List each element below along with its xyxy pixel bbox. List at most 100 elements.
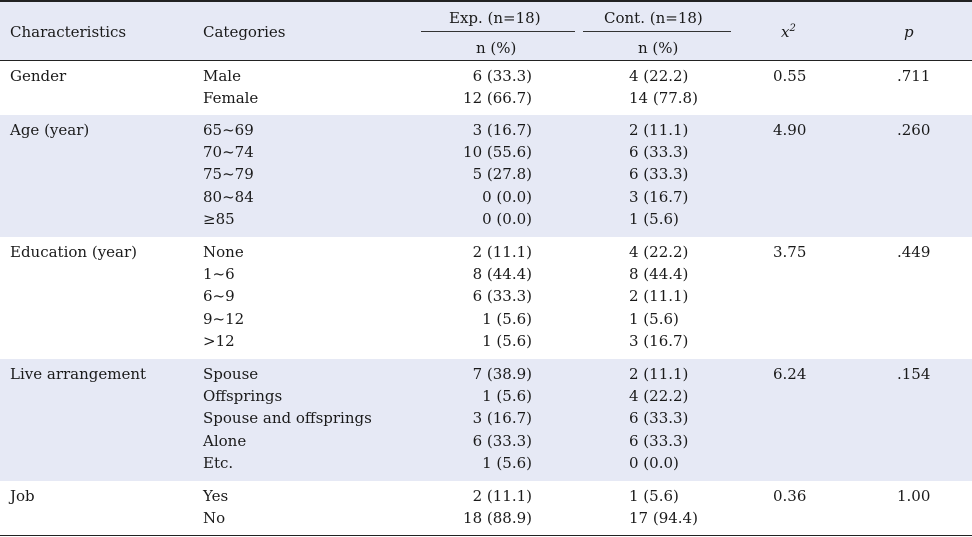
chi-square-value: 0.55	[773, 67, 807, 85]
exp-value: 1 (5.6)	[482, 309, 532, 328]
exp-value: 3 (16.7)	[472, 409, 532, 428]
chi-square-value: 6.24	[773, 365, 807, 383]
header-cont-group: Cont. (n=18)	[604, 9, 703, 27]
category-label: 75~79	[203, 165, 254, 184]
category-column: Spouse Offsprings Spouse and offsprings Alo…	[203, 363, 372, 474]
table-group: Education (year) 3.75 .449 None 1~6 6~9 9~12 >1…	[0, 237, 972, 359]
header-characteristics: Characteristics	[10, 23, 127, 41]
characteristic-label: Job	[10, 487, 35, 505]
category-label: Alone	[203, 431, 247, 450]
table-header: Characteristics Categories Exp. (n=18) C…	[0, 0, 972, 61]
category-label: Spouse and offsprings	[203, 409, 372, 428]
table-group: Age (year) 4.90 .260 65~69 70~74 75~79 80~84 ≥8…	[0, 115, 972, 237]
category-column: Yes No	[203, 485, 228, 529]
cont-value: 1 (5.6)	[629, 487, 679, 505]
exp-value: 0 (0.0)	[482, 209, 532, 228]
category-label: None	[203, 243, 244, 261]
characteristic-label: Live arrangement	[10, 365, 147, 383]
category-column: None 1~6 6~9 9~12 >12	[203, 241, 244, 352]
table-group: Live arrangement 6.24 .154 Spouse Offsprings…	[0, 359, 972, 481]
cont-value: 2 (11.1)	[629, 121, 689, 139]
cont-value: 4 (22.2)	[629, 243, 689, 261]
p-value: .154	[897, 365, 931, 383]
header-cont-n-percent: n (%)	[638, 39, 679, 57]
characteristic-label: Age (year)	[10, 121, 90, 139]
cont-value: 2 (11.1)	[629, 287, 689, 306]
cont-value: 6 (33.3)	[629, 165, 689, 184]
category-column: Male Female	[203, 65, 258, 109]
cont-subheader-rule	[583, 31, 731, 32]
exp-value: 5 (27.8)	[472, 165, 532, 184]
category-label: Etc.	[203, 453, 234, 472]
cont-value: 8 (44.4)	[629, 265, 689, 284]
table-bottom-rule	[0, 535, 972, 536]
category-label: Offsprings	[203, 387, 283, 406]
exp-column: 7 (38.9) 1 (5.6) 3 (16.7) 6 (33.3) 1 (5.6)	[473, 363, 532, 474]
cont-column: 2 (11.1) 6 (33.3) 6 (33.3) 3 (16.7) 1 (5.6)	[629, 119, 688, 230]
category-column: 65~69 70~74 75~79 80~84 ≥85	[203, 119, 254, 230]
exp-column: 2 (11.1) 8 (44.4) 6 (33.3) 1 (5.6) 1 (5.6)	[473, 241, 532, 352]
cont-column: 4 (22.2) 8 (44.4) 2 (11.1) 1 (5.6) 3 (16.7)	[629, 241, 688, 352]
exp-value: 7 (38.9)	[472, 365, 532, 383]
category-label: Yes	[203, 487, 229, 505]
p-value: .260	[897, 121, 931, 139]
header-exp-n-percent: n (%)	[476, 39, 517, 57]
cont-value: 4 (22.2)	[629, 387, 689, 406]
category-label: Male	[203, 67, 241, 85]
exp-column: 2 (11.1) 18 (88.9)	[463, 485, 532, 529]
header-exp-group: Exp. (n=18)	[449, 9, 541, 27]
category-label: Female	[203, 89, 259, 108]
chi-superscript: 2	[789, 23, 796, 34]
exp-subheader-rule	[421, 31, 575, 32]
category-label: 80~84	[203, 187, 254, 206]
characteristic-label: Gender	[10, 67, 67, 85]
header-p-value: p	[904, 23, 914, 41]
cont-value: 6 (33.3)	[629, 143, 689, 162]
exp-value: 2 (11.1)	[472, 487, 532, 505]
exp-value: 18 (88.9)	[463, 509, 532, 528]
cont-value: 1 (5.6)	[629, 209, 679, 228]
chi-square-value: 4.90	[773, 121, 807, 139]
exp-value: 1 (5.6)	[482, 331, 532, 350]
category-label: 65~69	[203, 121, 254, 139]
category-label: Spouse	[203, 365, 259, 383]
exp-value: 1 (5.6)	[482, 387, 532, 406]
cont-column: 2 (11.1) 4 (22.2) 6 (33.3) 6 (33.3) 0 (0.0)	[629, 363, 688, 474]
cont-value: 1 (5.6)	[629, 309, 679, 328]
cont-value: 3 (16.7)	[629, 331, 689, 350]
category-label: >12	[203, 331, 235, 350]
exp-column: 6 (33.3) 12 (66.7)	[463, 65, 532, 109]
category-label: 6~9	[203, 287, 235, 306]
exp-column: 3 (16.7) 10 (55.6) 5 (27.8) 0 (0.0) 0 (0.0)	[463, 119, 532, 230]
header-categories: Categories	[203, 23, 286, 41]
table-group: Gender 0.55 .711 Male Female 6 (33.3) 12 (66.7…	[0, 61, 972, 115]
chi-symbol: x	[781, 23, 790, 41]
exp-value: 3 (16.7)	[472, 121, 532, 139]
cont-value: 0 (0.0)	[629, 453, 679, 472]
exp-value: 1 (5.6)	[482, 453, 532, 472]
exp-value: 8 (44.4)	[472, 265, 532, 284]
cont-value: 4 (22.2)	[629, 67, 689, 85]
cont-column: 4 (22.2) 14 (77.8)	[629, 65, 698, 109]
exp-value: 2 (11.1)	[472, 243, 532, 261]
p-value: 1.00	[897, 487, 931, 505]
cont-value: 6 (33.3)	[629, 431, 689, 450]
exp-value: 6 (33.3)	[472, 431, 532, 450]
exp-value: 6 (33.3)	[472, 67, 532, 85]
chi-square-value: 0.36	[773, 487, 807, 505]
exp-value: 0 (0.0)	[482, 187, 532, 206]
cont-value: 3 (16.7)	[629, 187, 689, 206]
p-value: .449	[897, 243, 931, 261]
exp-value: 10 (55.6)	[463, 143, 532, 162]
cont-value: 6 (33.3)	[629, 409, 689, 428]
cont-value: 2 (11.1)	[629, 365, 689, 383]
category-label: No	[203, 509, 226, 528]
category-label: 9~12	[203, 309, 245, 328]
cont-value: 14 (77.8)	[629, 89, 698, 108]
category-label: 1~6	[203, 265, 235, 284]
exp-value: 12 (66.7)	[463, 89, 532, 108]
cont-column: 1 (5.6) 17 (94.4)	[629, 485, 698, 529]
chi-square-value: 3.75	[773, 243, 807, 261]
cont-value: 17 (94.4)	[629, 509, 698, 528]
